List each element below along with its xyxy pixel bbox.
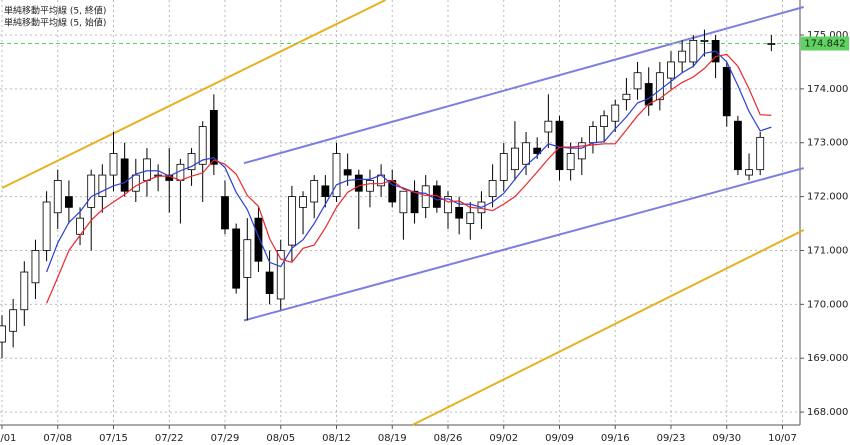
y-tick-label: 174.000: [807, 84, 848, 95]
candle-body: [488, 180, 497, 198]
x-tick-label: 09/23: [657, 433, 686, 444]
current-price-label: 174.842: [804, 39, 845, 50]
x-tick-label: 08/19: [378, 433, 407, 444]
candle-body: [577, 142, 586, 160]
candle-body: [187, 153, 196, 171]
current-price-box: [801, 36, 849, 51]
candle-body: [354, 174, 363, 192]
x-tick-label: 07/01: [0, 433, 16, 444]
candle-body: [332, 153, 341, 198]
trendline: [243, 167, 804, 322]
candle-body: [533, 147, 542, 154]
candle-body: [299, 196, 307, 208]
y-tick-label: 168.000: [807, 407, 848, 418]
candle-body: [466, 212, 475, 224]
candle-body: [9, 309, 18, 332]
candle-body: [667, 61, 675, 79]
candle-body: [198, 126, 207, 165]
candle-body: [243, 239, 252, 278]
candle-body: [131, 174, 140, 192]
legend-entry: 単純移動平均線 (5, 始値): [4, 17, 106, 29]
candle-body: [566, 153, 575, 171]
candle-body: [120, 158, 129, 192]
candle-body: [655, 72, 664, 101]
candle-body: [76, 217, 84, 235]
candle-body: [310, 180, 319, 203]
candle-body: [31, 250, 40, 284]
candle-body: [722, 66, 731, 117]
candle-body: [287, 196, 296, 246]
candle-body: [700, 39, 709, 42]
candle-body: [143, 158, 151, 181]
legend-entry: 単純移動平均線 (5, 終値): [4, 5, 106, 17]
candle-body: [767, 43, 776, 45]
candle-body: [678, 50, 687, 63]
x-tick-label: 10/07: [768, 433, 797, 444]
candle-body: [734, 120, 742, 171]
candle-body: [221, 196, 229, 230]
candle-body: [544, 120, 553, 133]
candle-body: [388, 180, 397, 203]
x-tick-label: 08/12: [322, 433, 351, 444]
candle-body: [644, 83, 653, 106]
candle-body: [555, 120, 564, 171]
candle-body: [87, 174, 96, 208]
candle-body: [98, 174, 107, 198]
trendline: [411, 229, 805, 426]
y-tick-label: 175.000: [807, 30, 848, 41]
x-tick-label: 09/16: [601, 433, 630, 444]
candle-body: [20, 271, 29, 311]
candle-body: [421, 185, 430, 208]
candle-body: [232, 228, 241, 289]
y-tick-label: 170.000: [807, 299, 848, 310]
candle-body: [53, 180, 62, 214]
x-tick-label: 07/22: [155, 433, 184, 444]
x-tick-label: 09/09: [545, 433, 574, 444]
candle-body: [756, 136, 765, 171]
candle-body: [432, 185, 441, 208]
x-tick-label: 09/02: [489, 433, 518, 444]
trendline: [243, 6, 804, 165]
candle-body: [65, 196, 73, 208]
candle-body: [745, 169, 753, 176]
candle-body: [633, 72, 642, 90]
candle-body: [321, 185, 330, 198]
x-tick-label: 07/29: [211, 433, 240, 444]
candle-body: [589, 126, 597, 144]
y-tick-label: 173.000: [807, 138, 848, 149]
candle-body: [276, 250, 285, 300]
trendline: [1, 0, 387, 189]
candle-body: [499, 153, 508, 181]
y-tick-label: 169.000: [807, 353, 848, 364]
candle-body: [622, 93, 631, 101]
candle-body: [209, 110, 218, 165]
y-tick-label: 171.000: [807, 245, 848, 256]
y-tick-label: 172.000: [807, 192, 848, 203]
moving-average-line: [46, 53, 772, 304]
candle-body: [0, 325, 6, 343]
candle-body: [410, 190, 419, 214]
candle-body: [510, 147, 519, 171]
x-tick-label: 09/30: [712, 433, 741, 444]
candle-body: [366, 180, 374, 192]
candle-body: [455, 206, 464, 219]
candle-body: [254, 217, 263, 262]
candle-body: [42, 201, 51, 251]
candle-body: [689, 39, 698, 63]
x-tick-label: 08/05: [266, 433, 295, 444]
x-tick-label: 07/15: [99, 433, 128, 444]
candle-body: [444, 196, 452, 214]
candle-body: [600, 115, 608, 127]
candle-body: [265, 271, 274, 294]
candle-body: [522, 142, 530, 165]
x-tick-label: 07/08: [43, 433, 72, 444]
candle-body: [611, 104, 620, 122]
candle-body: [399, 190, 408, 214]
candle-body: [343, 169, 352, 176]
candle-body: [109, 153, 118, 176]
x-tick-label: 08/26: [434, 433, 463, 444]
